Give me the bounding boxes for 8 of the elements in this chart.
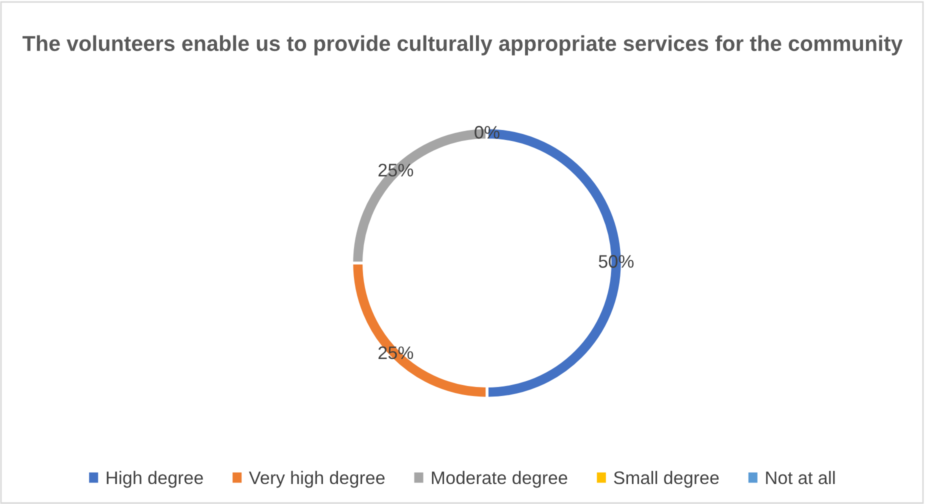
data-label: 25%	[378, 164, 414, 177]
chart-title: The volunteers enable us to provide culturally appropriate services for the community	[22, 35, 903, 56]
text: 0%	[474, 126, 500, 139]
legend-label: Small degree	[614, 470, 719, 488]
legend-label: Not at all	[766, 470, 835, 484]
legend-label: Moderate degree	[432, 470, 568, 488]
legend-label: Very high degree	[248, 470, 385, 488]
legend-label: High degree	[106, 470, 203, 488]
